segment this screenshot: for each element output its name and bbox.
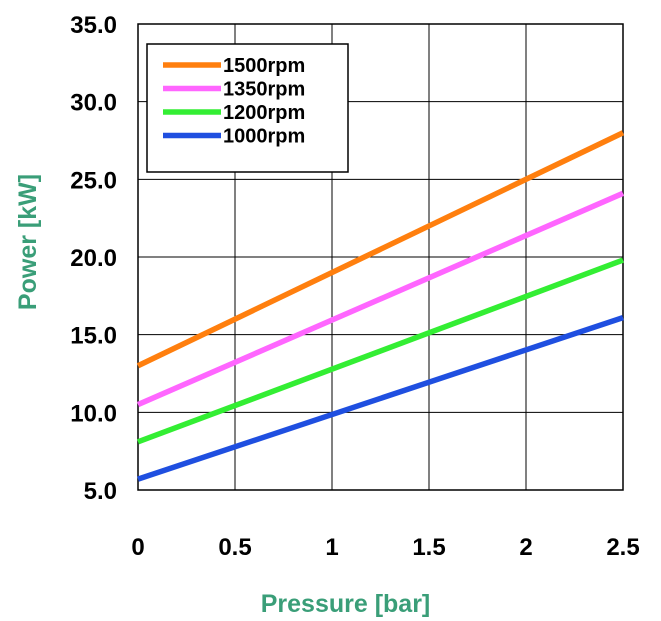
series-line-1350rpm: [136, 190, 625, 408]
legend-label-1000rpm: 1000rpm: [223, 126, 305, 148]
x-tick-label: 0.5: [218, 534, 251, 561]
plot-area: [137, 23, 624, 491]
x-tick-label: 0: [131, 534, 144, 561]
y-tick-label: 5.0: [84, 478, 117, 505]
x-tick-label: 2: [519, 534, 532, 561]
y-axis-title: Power [kW]: [14, 174, 42, 310]
x-tick-label: 1.5: [412, 534, 445, 561]
series-lines: [136, 130, 625, 482]
legend-label-1350rpm: 1350rpm: [223, 79, 305, 101]
series-line-1200rpm: [137, 257, 624, 445]
y-tick-label: 25.0: [70, 167, 117, 194]
legend-label-1500rpm: 1500rpm: [223, 55, 305, 77]
y-tick-label: 20.0: [70, 245, 117, 272]
series-line-1000rpm: [137, 314, 624, 482]
x-tick-labels: 0 0.5 1 1.5 2 2.5: [131, 534, 639, 561]
x-axis-title: Pressure [bar]: [261, 590, 431, 618]
legend-label-1200rpm: 1200rpm: [223, 102, 305, 124]
y-tick-label: 15.0: [70, 323, 117, 350]
series-line-1500rpm: [136, 130, 625, 369]
x-tick-label: 1: [325, 534, 338, 561]
y-tick-label: 35.0: [70, 12, 117, 39]
y-tick-label: 10.0: [70, 400, 117, 427]
y-tick-labels: 5.0 10.0 15.0 20.0 25.0 30.0 35.0: [70, 12, 117, 505]
x-tick-label: 2.5: [606, 534, 639, 561]
y-tick-label: 30.0: [70, 90, 117, 117]
